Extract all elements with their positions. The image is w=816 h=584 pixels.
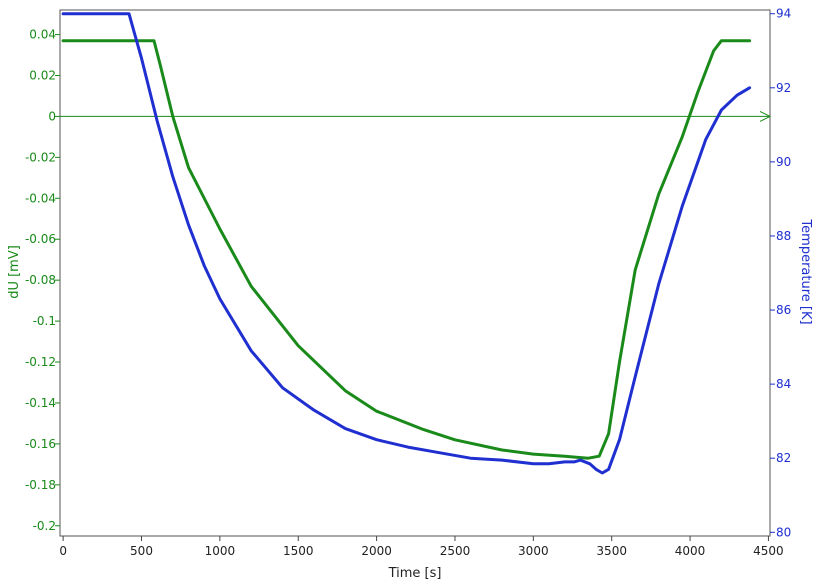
y-left-tick-label: -0.06 <box>25 232 56 246</box>
zero-line-group <box>60 110 772 122</box>
y-right-tick-label: 80 <box>776 525 791 539</box>
series-group <box>61 12 752 475</box>
x-tick-label: 500 <box>130 544 153 558</box>
y-left-axis: 0.04 0.02 0 -0.02 -0.04 -0.06 -0.08 -0.1 -0.12 -0… <box>25 28 60 533</box>
y-left-tick-label: -0.04 <box>25 191 56 205</box>
y-left-tick-label: 0.04 <box>29 28 56 42</box>
y-left-tick-label: -0.2 <box>33 519 56 533</box>
series-line-right <box>61 12 752 475</box>
y-right-tick-label: 94 <box>776 7 791 21</box>
x-tick-label: 3500 <box>596 544 627 558</box>
x-tick-label: 0 <box>59 544 67 558</box>
x-tick-label: 3000 <box>518 544 549 558</box>
y-left-tick-label: -0.12 <box>25 355 56 369</box>
y-left-tick-label: 0.02 <box>29 68 56 82</box>
x-tick-label: 2500 <box>440 544 471 558</box>
y-left-tick-label: -0.1 <box>33 314 56 328</box>
y-right-tick-label: 92 <box>776 81 791 95</box>
y-left-tick-label: -0.08 <box>25 273 56 287</box>
y-right-tick-label: 82 <box>776 451 791 465</box>
y-right-axis: 94 92 90 88 86 84 82 80 <box>770 7 791 539</box>
series-line-left <box>61 39 752 460</box>
x-tick-label: 2000 <box>361 544 392 558</box>
x-tick-label: 4000 <box>675 544 706 558</box>
x-axis-title: Time [s] <box>388 566 442 581</box>
y-left-tick-label: -0.14 <box>25 396 56 410</box>
y-right-tick-label: 88 <box>776 229 791 243</box>
y-right-tick-label: 84 <box>776 377 791 391</box>
y-right-axis-title: Temperature [K] <box>798 218 813 324</box>
zero-line-arrow-icon <box>759 110 772 122</box>
y-right-tick-label: 86 <box>776 303 791 317</box>
y-left-axis-title: dU [mV] <box>7 245 22 299</box>
y-right-tick-label: 90 <box>776 155 791 169</box>
y-left-tick-label: -0.16 <box>25 437 56 451</box>
y-left-tick-label: -0.02 <box>25 150 56 164</box>
x-tick-label: 4500 <box>753 544 784 558</box>
x-tick-label: 1500 <box>283 544 314 558</box>
y-left-tick-label: 0 <box>48 109 56 123</box>
x-tick-label: 1000 <box>205 544 236 558</box>
x-axis: 0 500 1000 1500 2000 2500 3000 3500 4000 4500 <box>59 536 784 558</box>
y-left-tick-label: -0.18 <box>25 478 56 492</box>
